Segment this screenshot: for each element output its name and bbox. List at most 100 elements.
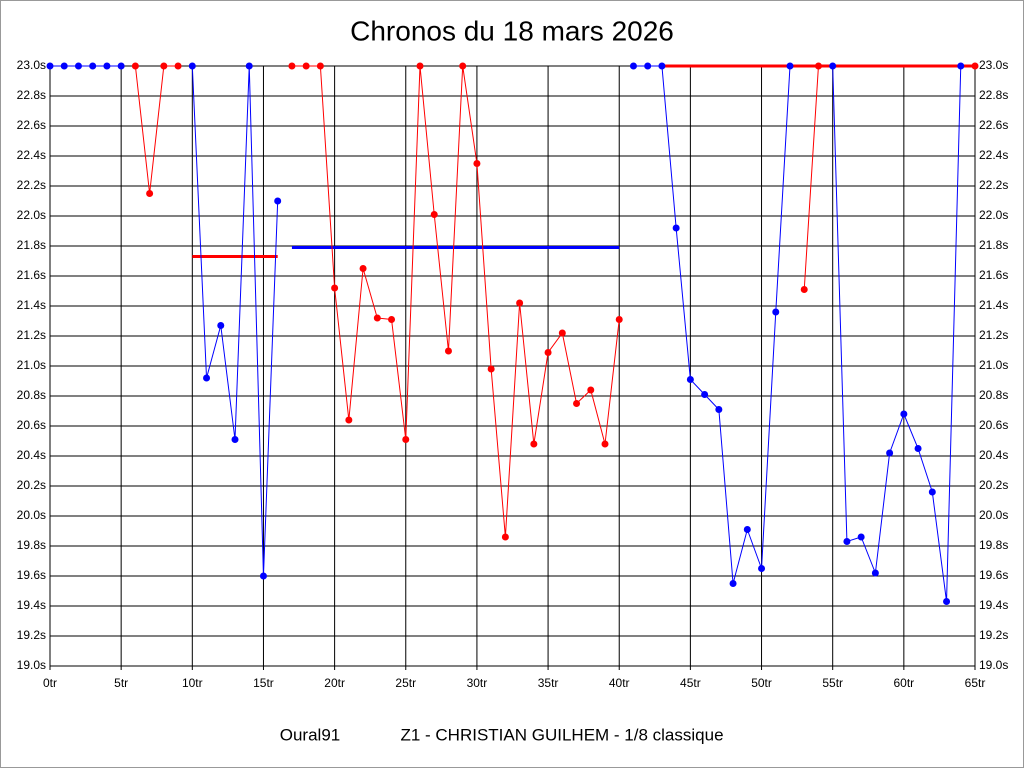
point [758,565,766,572]
x-tick-label: 55tr [822,676,843,690]
point [886,449,894,457]
point [46,62,54,70]
x-tick-label: 25tr [395,676,416,690]
point [516,299,524,307]
y2-tick-label: 20.4s [979,448,1008,462]
y-tick-label: 22.4s [17,148,46,162]
point [743,526,751,533]
y2-tick-label: 21.4s [979,298,1008,312]
x-tick-label: 15tr [253,676,274,690]
point [715,406,723,413]
point [573,400,581,407]
y-tick-label: 22.2s [17,178,46,192]
x-tick-label: 5tr [114,676,128,690]
y-tick-label: 20.8s [17,388,46,402]
y-tick-label: 20.0s [17,508,46,522]
y2-tick-label: 22.0s [979,208,1008,222]
point [729,580,737,587]
point [857,533,865,541]
x-tick-label: 65tr [965,676,986,690]
y-tick-label: 19.6s [17,568,46,582]
y2-tick-label: 20.0s [979,508,1008,522]
point [74,62,82,70]
point [943,598,951,605]
point [146,190,154,197]
y-tick-label: 20.6s [17,418,46,432]
point [345,416,353,424]
point [117,62,125,70]
point [544,349,552,356]
point [302,62,310,70]
y-tick-label: 19.2s [17,628,46,642]
point [259,572,267,580]
point [530,440,538,448]
point [601,440,609,448]
y2-tick-label: 21.6s [979,268,1008,282]
y-tick-label: 22.8s [17,88,46,102]
footer-right: Z1 - CHRISTIAN GUILHEM - 1/8 classique [400,725,723,744]
point [217,322,225,329]
point [629,62,637,70]
y2-tick-label: 20.6s [979,418,1008,432]
y2-tick-label: 22.8s [979,88,1008,102]
point [188,62,196,70]
x-tick-label: 20tr [324,676,345,690]
y2-tick-label: 23.0s [979,58,1008,72]
y-tick-label: 20.2s [17,478,46,492]
point [814,62,822,70]
point [203,374,211,382]
y-tick-label: 19.0s [17,658,46,672]
point [430,211,438,218]
y2-tick-label: 21.2s [979,328,1008,342]
point [843,538,851,545]
x-tick-label: 50tr [751,676,772,690]
x-tick-label: 35tr [538,676,559,690]
point [316,62,324,70]
y2-tick-label: 19.2s [979,628,1008,642]
point [444,347,452,355]
y2-tick-label: 21.8s [979,238,1008,252]
point [160,62,168,70]
y2-tick-label: 22.2s [979,178,1008,192]
x-tick-label: 30tr [467,676,488,690]
x-tick-label: 0tr [43,676,57,690]
y-tick-label: 21.6s [17,268,46,282]
point [174,62,182,70]
x-tick-label: 40tr [609,676,630,690]
point [800,286,808,293]
y-tick-label: 21.0s [17,358,46,372]
x-tick-label: 45tr [680,676,701,690]
y2-tick-label: 19.4s [979,598,1008,612]
point [971,62,979,70]
point [103,62,111,70]
y-tick-label: 21.2s [17,328,46,342]
y-tick-label: 22.0s [17,208,46,222]
y-tick-label: 21.4s [17,298,46,312]
point [359,265,367,272]
point [473,160,481,167]
point [274,197,282,205]
point [928,488,936,496]
point [487,365,495,373]
y-tick-label: 19.8s [17,538,46,552]
point [60,62,68,70]
point [501,533,509,541]
point [459,62,467,70]
y2-tick-label: 21.0s [979,358,1008,372]
point [388,316,396,323]
point [957,62,965,70]
chart-title: Chronos du 18 mars 2026 [350,15,674,46]
point [772,308,780,316]
y-tick-label: 21.8s [17,238,46,252]
point [672,224,680,232]
y2-tick-label: 19.0s [979,658,1008,672]
point [615,316,623,323]
point [686,376,694,383]
y-tick-label: 22.6s [17,118,46,132]
point [131,62,139,70]
x-tick-label: 60tr [894,676,915,690]
point [558,329,566,337]
point [373,314,381,322]
point [402,436,410,443]
